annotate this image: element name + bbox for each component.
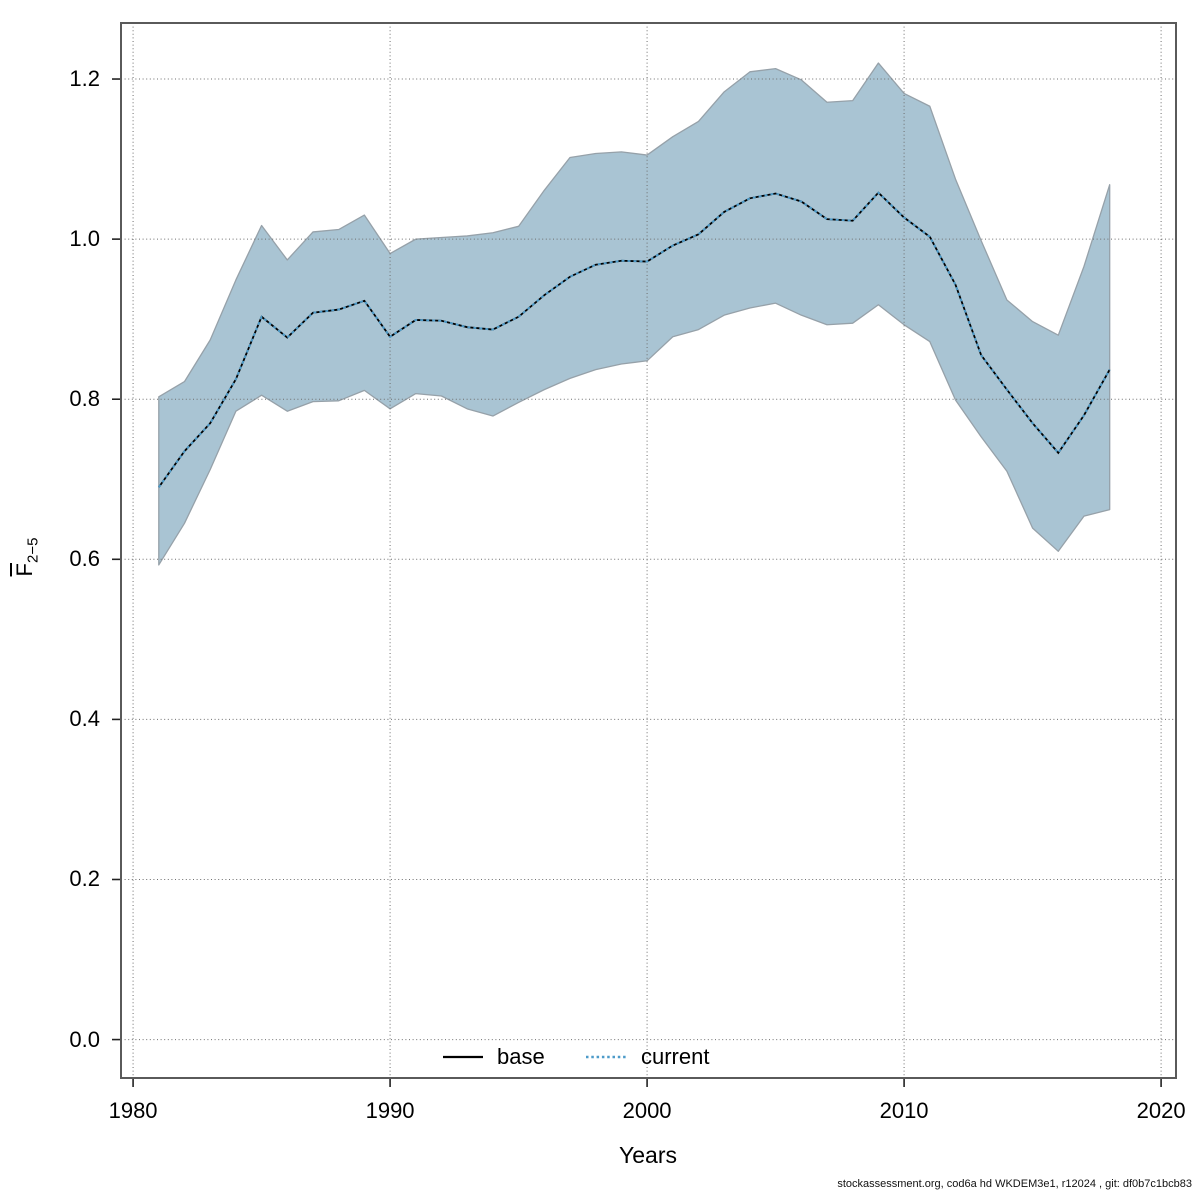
gridlines <box>121 23 1176 1078</box>
confidence-band <box>158 62 1111 566</box>
y-axis-title-subscript: 2−5 <box>24 537 42 563</box>
y-tick-label: 0.4 <box>69 706 100 732</box>
x-tick-label: 2000 <box>622 1098 672 1123</box>
axis-ticks <box>112 78 1162 1087</box>
y-tick-label: 0.6 <box>69 546 100 572</box>
y-tick-label: 0.0 <box>69 1026 100 1052</box>
y-tick-label: 1.0 <box>69 226 100 252</box>
confidence-band-group <box>158 62 1111 566</box>
legend-current-label: current <box>641 1044 710 1069</box>
current-line <box>158 191 1111 488</box>
y-tick-label: 0.8 <box>69 386 100 412</box>
series-lines <box>158 191 1111 488</box>
x-axis-title: Years <box>619 1142 677 1168</box>
y-tick-label: 0.2 <box>69 866 100 892</box>
legend-base-label: base <box>497 1044 545 1069</box>
y-tick-label: 1.2 <box>69 66 100 92</box>
plot-border <box>120 22 1177 1079</box>
x-tick-label: 1980 <box>108 1098 158 1123</box>
y-axis-title-symbol: F <box>12 563 37 577</box>
x-tick-label: 2020 <box>1136 1098 1186 1123</box>
x-tick-label: 2010 <box>879 1098 929 1123</box>
footer-attribution: stockassessment.org, cod6a hd WKDEM3e1, … <box>837 1178 1192 1190</box>
x-tick-label: 1990 <box>365 1098 415 1123</box>
